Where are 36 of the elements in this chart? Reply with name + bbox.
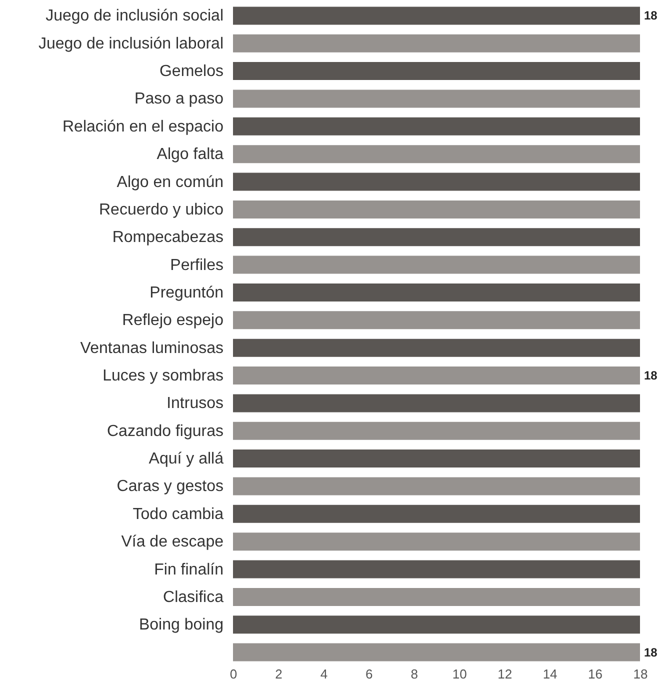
y-tick-label: Boing boing [138,616,224,634]
y-tick-label: Aquí y allá [148,450,224,468]
y-tick-label: Gemelos [159,63,224,80]
y-tick-label: Fin finalín [154,561,224,578]
x-tick-label: 6 [366,666,373,682]
x-tick-label: 0 [230,666,238,682]
y-tick-label: Preguntón [150,284,224,302]
y-tick-label: Recuerdo y ubico [98,201,224,218]
x-tick-label: 12 [498,666,512,682]
y-tick-label: Luces y sombras [102,368,224,385]
x-tick-label: 14 [542,666,558,682]
y-tick-label: Caras y gestos [116,478,224,496]
data-label: 18 [644,645,658,660]
y-tick-label: Clasifica [163,588,224,606]
y-tick-label: Todo cambia [132,506,224,523]
y-tick-label: Cazando figuras [106,422,224,440]
x-tick-label: 16 [588,666,603,682]
x-tick-label: 4 [320,666,328,682]
data-label: 18 [644,368,658,383]
y-tick-label: Perfiles [170,256,224,274]
y-tick-label: Algo en común [116,174,224,191]
y-tick-label: Rompecabezas [112,229,224,246]
y-tick-label: Juego de inclusión social [46,8,224,25]
y-tick-label: Relación en el espacio [62,118,224,136]
y-tick-label: Reflejo espejo [122,312,224,330]
y-tick-label: Paso a paso [134,90,224,108]
y-tick-label: Vía de escape [121,534,224,551]
y-tick-label: Ventanas luminosas [80,340,224,357]
x-tick-label: 10 [452,666,467,682]
x-tick-label: 18 [633,666,648,682]
y-tick-label: Algo falta [156,146,224,164]
y-tick-label: Juego de inclusión laboral [38,35,224,52]
x-tick-label: 2 [275,666,282,682]
data-label: 18 [644,8,658,23]
y-tick-label: Intrusos [166,395,224,412]
x-tick-label: 8 [410,666,418,682]
